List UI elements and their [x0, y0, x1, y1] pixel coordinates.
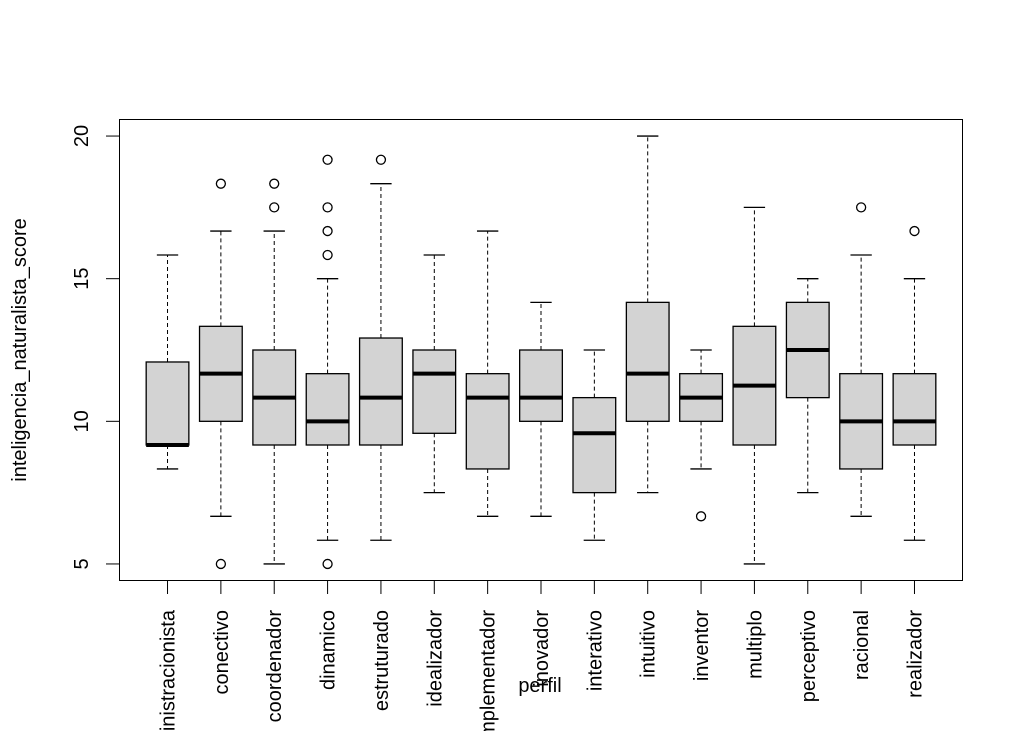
iqr-box: [305, 373, 350, 446]
box-group: [572, 349, 617, 541]
box-group: [519, 301, 563, 517]
x-tick-label: administracionista: [158, 609, 180, 731]
y-tick-label: 15: [71, 268, 93, 290]
iqr-box: [412, 349, 457, 434]
outlier-point: [322, 154, 333, 165]
outlier-point: [322, 249, 333, 261]
x-tick-label: interativo: [584, 610, 606, 691]
x-tick-label: inovador: [531, 610, 553, 687]
outlier-point: [322, 558, 333, 570]
box-group: [785, 278, 830, 494]
x-tick-label: realizador: [904, 610, 926, 698]
outlier-point: [855, 202, 867, 213]
outlier-point: [215, 558, 227, 570]
outlier-point: [269, 202, 280, 213]
box-group: [839, 202, 884, 517]
x-tick-label: coordenador: [264, 610, 286, 723]
iqr-box: [519, 349, 563, 422]
box-group: [732, 206, 777, 565]
y-tick-label: 5: [71, 558, 93, 569]
x-tick-label: inventor: [691, 610, 713, 681]
iqr-box: [358, 337, 403, 446]
x-tick-label: perceptivo: [798, 610, 820, 702]
plot-frame: [119, 119, 963, 581]
box-group: [145, 254, 190, 470]
x-tick-label: intuitivo: [638, 610, 660, 678]
outlier-point: [322, 202, 333, 213]
outlier-point: [375, 154, 387, 165]
box-group: [625, 135, 670, 494]
outlier-point: [215, 178, 227, 189]
y-tick-label: 20: [71, 125, 93, 147]
box-group: [252, 178, 297, 565]
box-group: [892, 225, 937, 541]
boxes-layer: [145, 135, 937, 570]
y-tick-label: 10: [71, 410, 93, 432]
x-tick-label: estruturado: [371, 610, 393, 711]
box-group: [198, 178, 243, 570]
x-tick-label: conectivo: [211, 610, 233, 695]
iqr-box: [892, 373, 937, 446]
x-axis-title: perfil: [518, 675, 561, 697]
outlier-point: [695, 511, 707, 522]
box-group: [465, 230, 510, 517]
axes-layer: 5 10 15 20 administracionista conectivo coorde…: [71, 125, 926, 736]
iqr-box: [465, 373, 510, 470]
y-axis-title: inteligencia_naturalista_score: [9, 218, 31, 482]
x-tick-label: dinamico: [318, 610, 340, 690]
box-group: [412, 254, 457, 494]
iqr-box: [572, 396, 617, 494]
box-group: [305, 154, 350, 570]
x-tick-label: multiplo: [744, 610, 766, 679]
x-tick-label: implementador: [478, 610, 500, 731]
outlier-point: [269, 178, 280, 189]
x-tick-label: racional: [851, 610, 873, 680]
box-group: [679, 349, 724, 522]
box-group: [358, 154, 403, 541]
x-tick-label: idealizador: [424, 610, 446, 707]
iqr-box: [625, 301, 670, 422]
iqr-box: [145, 361, 190, 446]
outlier-point: [909, 225, 920, 237]
outlier-point: [322, 225, 333, 237]
